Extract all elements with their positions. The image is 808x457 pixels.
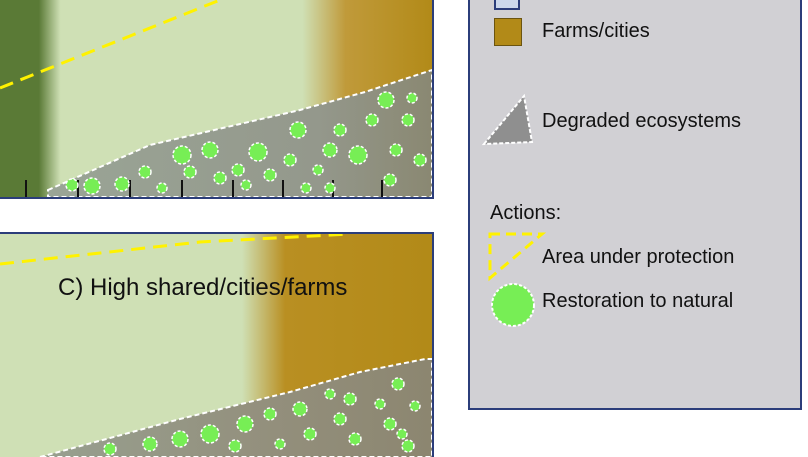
restoration-patch bbox=[401, 439, 415, 453]
panel-c-illustration bbox=[0, 234, 432, 457]
restoration-patch bbox=[201, 141, 219, 159]
restoration-patch bbox=[333, 412, 347, 426]
restoration-patch bbox=[312, 164, 324, 176]
restoration-patches bbox=[65, 91, 427, 195]
restoration-patch bbox=[292, 401, 308, 417]
restoration-patch bbox=[231, 163, 245, 177]
restoration-patch bbox=[343, 392, 357, 406]
restoration-patch bbox=[374, 398, 386, 410]
restoration-patch bbox=[401, 113, 415, 127]
actions-heading: Actions: bbox=[490, 202, 562, 224]
degraded-ecosystem-area bbox=[47, 68, 432, 197]
restoration-patch bbox=[263, 407, 277, 421]
legend-item-label: Farms/cities bbox=[542, 20, 650, 42]
restoration-blob-icon bbox=[491, 283, 535, 327]
action-item-label: Restoration to natural bbox=[542, 290, 734, 312]
restoration-patch bbox=[377, 91, 395, 109]
restoration-patch bbox=[114, 176, 130, 192]
restoration-patch bbox=[283, 153, 297, 167]
restoration-patch bbox=[322, 142, 338, 158]
restoration-patch bbox=[236, 415, 254, 433]
restoration-patch bbox=[396, 428, 408, 440]
restoration-patch bbox=[171, 430, 189, 448]
restoration-patch bbox=[348, 432, 362, 446]
restoration-patch bbox=[413, 153, 427, 167]
restoration-patch bbox=[289, 121, 307, 139]
restoration-patch bbox=[213, 171, 227, 185]
legend-item-label: Degraded ecosystems bbox=[542, 110, 741, 132]
restoration-patch bbox=[83, 177, 101, 195]
restoration-patch bbox=[156, 182, 168, 194]
restoration-patch bbox=[409, 400, 421, 412]
restoration-patch bbox=[263, 168, 277, 182]
restoration-patch bbox=[228, 439, 242, 453]
restoration-patch bbox=[172, 145, 192, 165]
restoration-patch bbox=[406, 92, 418, 104]
restoration-patch bbox=[333, 123, 347, 137]
restoration-patch bbox=[324, 388, 336, 400]
restoration-patch bbox=[200, 424, 220, 444]
action-item-label: Area under protection bbox=[542, 246, 735, 268]
protection-boundary-line bbox=[0, 0, 221, 90]
scenario-label: C) High shared/cities/farms bbox=[58, 274, 348, 301]
restoration-patch bbox=[389, 143, 403, 157]
farms-swatch-icon bbox=[494, 18, 522, 46]
panel-b-illustration bbox=[0, 0, 432, 197]
degraded-ecosystem-icon bbox=[481, 93, 534, 146]
scenario-panel-b bbox=[0, 0, 434, 199]
restoration-patches bbox=[103, 377, 421, 456]
legend-box: Farms/cities Degraded ecosystems Actions… bbox=[468, 0, 802, 410]
protection-dashed-icon bbox=[488, 232, 546, 282]
restoration-patch bbox=[138, 165, 152, 179]
natural-swatch-icon bbox=[494, 0, 520, 10]
tick-marks bbox=[25, 180, 383, 197]
restoration-patch bbox=[65, 178, 79, 192]
restoration-patch bbox=[103, 442, 117, 456]
restoration-patch bbox=[348, 145, 368, 165]
restoration-patch bbox=[240, 179, 252, 191]
degraded-ecosystem-area bbox=[39, 358, 432, 457]
restoration-patch bbox=[183, 165, 197, 179]
restoration-patch bbox=[300, 182, 312, 194]
protection-boundary-line bbox=[0, 234, 351, 266]
restoration-patch bbox=[324, 182, 336, 194]
restoration-patch bbox=[142, 436, 158, 452]
restoration-patch bbox=[383, 417, 397, 431]
scenario-panel-c: C) High shared/cities/farms bbox=[0, 232, 434, 457]
restoration-patch bbox=[383, 173, 397, 187]
restoration-patch bbox=[248, 142, 268, 162]
restoration-patch bbox=[365, 113, 379, 127]
restoration-patch bbox=[391, 377, 405, 391]
restoration-patch bbox=[303, 427, 317, 441]
restoration-patch bbox=[274, 438, 286, 450]
